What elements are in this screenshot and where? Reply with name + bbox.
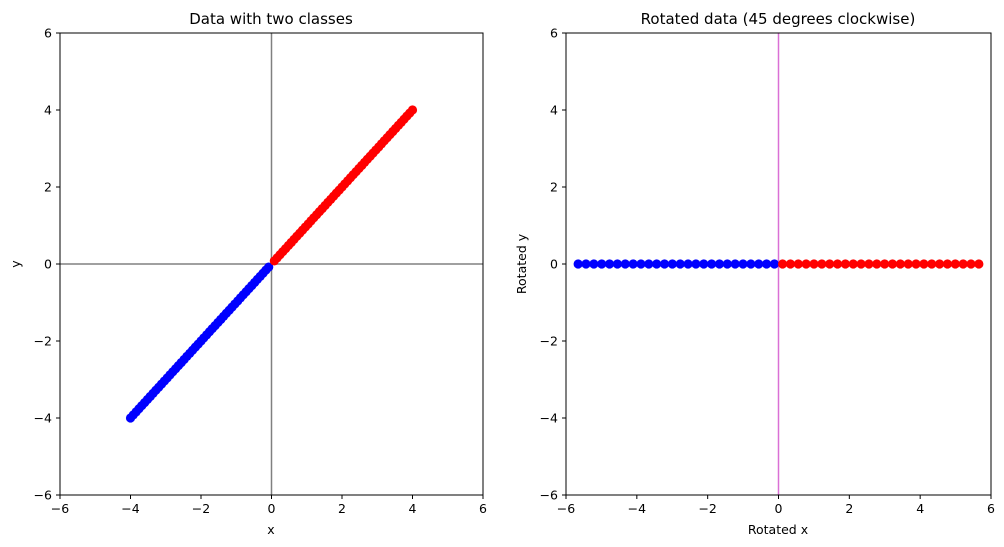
right-point-series-0 — [667, 259, 677, 269]
left-y-tick-label: 0 — [44, 257, 52, 272]
right-point-series-1 — [793, 259, 803, 269]
chart-right-x-ticks: −6 −4 −2 0 2 4 6 — [557, 495, 995, 516]
left-x-tick-label: −2 — [192, 501, 210, 516]
left-x-tick-label: 6 — [479, 501, 487, 516]
right-x-tick-label: 4 — [916, 501, 924, 516]
chart-left-x-axis-label: x — [267, 522, 274, 537]
chart-left-title: Data with two classes — [189, 10, 353, 28]
left-y-tick-label: −4 — [34, 411, 52, 426]
right-point-series-1 — [809, 259, 819, 269]
chart-right: Rotated data (45 degrees clockwise) −6 −4… — [514, 10, 995, 537]
right-point-series-0 — [604, 259, 615, 269]
right-point-series-0 — [612, 259, 623, 269]
right-point-series-1 — [817, 259, 827, 269]
chart-right-y-ticks: −6 −4 −2 0 2 4 6 — [540, 26, 566, 503]
right-y-tick-label: −4 — [540, 411, 558, 426]
left-y-tick-label: 4 — [44, 103, 52, 118]
right-point-series-0 — [754, 259, 764, 269]
left-y-tick-label: 6 — [44, 26, 52, 41]
right-point-series-1 — [895, 259, 905, 269]
right-point-series-1 — [848, 259, 858, 269]
right-point-series-0 — [722, 259, 732, 269]
right-x-tick-label: 0 — [775, 501, 783, 516]
right-point-series-1 — [958, 259, 968, 269]
right-x-tick-label: 6 — [987, 501, 995, 516]
chart-left-y-axis-label: y — [8, 260, 23, 268]
right-point-series-0 — [714, 259, 725, 269]
right-point-series-1 — [825, 259, 835, 269]
right-point-series-0 — [628, 259, 638, 269]
right-x-tick-label: 2 — [845, 501, 853, 516]
right-point-series-1 — [872, 259, 882, 269]
right-point-series-1 — [911, 259, 921, 269]
right-point-series-1 — [801, 259, 811, 269]
left-x-tick-label: 2 — [338, 501, 346, 516]
right-point-series-0 — [589, 259, 599, 269]
chart-right-x-axis-label: Rotated x — [748, 522, 808, 537]
left-y-tick-label: 2 — [44, 180, 52, 195]
right-point-series-1 — [887, 259, 898, 269]
chart-left-points — [125, 105, 418, 423]
right-point-series-1 — [974, 259, 984, 269]
right-point-series-1 — [856, 259, 866, 269]
right-point-series-0 — [761, 259, 772, 269]
left-y-tick-label: −6 — [34, 488, 52, 503]
right-point-series-1 — [864, 259, 874, 269]
right-point-series-1 — [903, 259, 913, 269]
chart-right-y-axis-label: Rotated y — [514, 233, 529, 294]
right-y-tick-label: −6 — [540, 488, 558, 503]
right-point-series-0 — [636, 259, 646, 269]
right-point-series-0 — [699, 259, 709, 269]
chart-right-points — [573, 259, 984, 269]
right-x-tick-label: −2 — [698, 501, 716, 516]
chart-left: Data with two classes −6 −4 −2 0 2 4 6 −6 −4 −2 0… — [8, 10, 487, 537]
right-y-tick-label: 4 — [550, 103, 558, 118]
right-x-tick-label: −4 — [628, 501, 646, 516]
left-y-tick-label: −2 — [34, 334, 52, 349]
right-point-series-0 — [581, 259, 591, 269]
right-point-series-0 — [683, 259, 693, 269]
right-point-series-0 — [573, 259, 583, 269]
right-point-series-1 — [927, 259, 937, 269]
right-point-series-0 — [659, 259, 670, 269]
left-point-series-1 — [407, 105, 418, 115]
right-point-series-1 — [942, 259, 953, 269]
left-x-tick-label: −6 — [51, 501, 69, 516]
right-point-series-0 — [746, 259, 756, 269]
right-y-tick-label: 6 — [550, 26, 558, 41]
chart-left-x-ticks: −6 −4 −2 0 2 4 6 — [51, 495, 487, 516]
chart-right-title: Rotated data (45 degrees clockwise) — [641, 10, 916, 28]
right-point-series-1 — [934, 259, 945, 269]
right-point-series-1 — [840, 259, 850, 269]
chart-left-y-ticks: −6 −4 −2 0 2 4 6 — [34, 26, 60, 503]
right-point-series-0 — [730, 259, 740, 269]
left-point-series-0 — [264, 262, 274, 272]
right-point-series-0 — [597, 259, 607, 269]
left-x-tick-label: 4 — [409, 501, 417, 516]
right-point-series-0 — [620, 259, 630, 269]
right-point-series-0 — [707, 259, 717, 269]
right-point-series-1 — [832, 259, 843, 269]
left-x-tick-label: 0 — [268, 501, 276, 516]
right-y-tick-label: 0 — [550, 257, 558, 272]
right-point-series-1 — [966, 259, 976, 269]
right-y-tick-label: 2 — [550, 180, 558, 195]
right-point-series-1 — [950, 259, 960, 269]
right-point-series-1 — [919, 259, 929, 269]
right-x-tick-label: −6 — [557, 501, 575, 516]
right-point-series-0 — [644, 259, 654, 269]
right-point-series-0 — [675, 259, 685, 269]
right-y-tick-label: −2 — [540, 334, 558, 349]
right-point-series-1 — [880, 259, 890, 269]
right-point-series-0 — [769, 259, 780, 269]
right-point-series-0 — [691, 259, 701, 269]
right-point-series-1 — [777, 259, 788, 269]
left-x-tick-label: −4 — [121, 501, 139, 516]
right-point-series-1 — [785, 259, 796, 269]
right-point-series-0 — [652, 259, 662, 269]
right-point-series-0 — [738, 259, 748, 269]
